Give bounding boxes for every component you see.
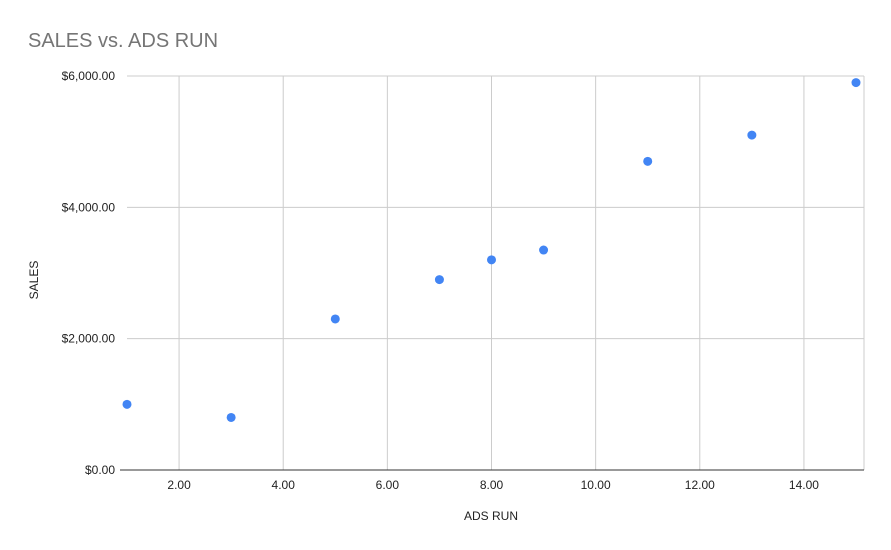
data-point[interactable] (539, 245, 549, 255)
chart-title: SALES vs. ADS RUN (28, 30, 218, 52)
data-point[interactable] (330, 314, 340, 324)
y-tick-label: $2,000.00 (62, 332, 116, 346)
y-tick-label: $6,000.00 (62, 69, 116, 83)
x-axis-ticks: 2.00 4.00 6.00 8.00 10.00 12.00 14.00 (167, 478, 819, 492)
data-point[interactable] (487, 255, 496, 265)
y-axis-label: SALES (27, 261, 41, 300)
x-tick-label: 6.00 (376, 478, 400, 492)
data-point[interactable] (851, 78, 861, 88)
x-tick-label: 10.00 (581, 478, 611, 492)
x-axis-label: ADS RUN (464, 509, 518, 523)
x-tick-label: 8.00 (480, 478, 504, 492)
grid-lines (127, 75, 865, 470)
data-point[interactable] (747, 130, 757, 140)
data-point[interactable] (434, 275, 444, 285)
y-tick-label: $4,000.00 (62, 200, 116, 214)
data-point[interactable] (122, 399, 132, 409)
x-tick-label: 4.00 (272, 478, 296, 492)
y-axis-ticks: $0.00 $2,000.00 $4,000.00 $6,000.00 (62, 69, 116, 477)
x-tick-label: 2.00 (167, 478, 191, 492)
data-point[interactable] (226, 412, 236, 422)
data-points (122, 78, 861, 422)
x-tick-label: 14.00 (789, 478, 819, 492)
data-point[interactable] (643, 156, 653, 166)
x-tick-label: 12.00 (685, 478, 715, 492)
y-tick-label: $0.00 (85, 463, 115, 477)
